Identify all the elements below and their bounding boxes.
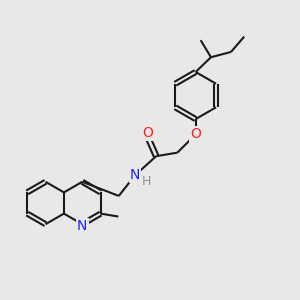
Text: N: N xyxy=(130,168,140,182)
Text: H: H xyxy=(142,175,151,188)
Text: O: O xyxy=(142,126,153,140)
Text: O: O xyxy=(190,128,201,141)
Text: N: N xyxy=(77,219,88,233)
